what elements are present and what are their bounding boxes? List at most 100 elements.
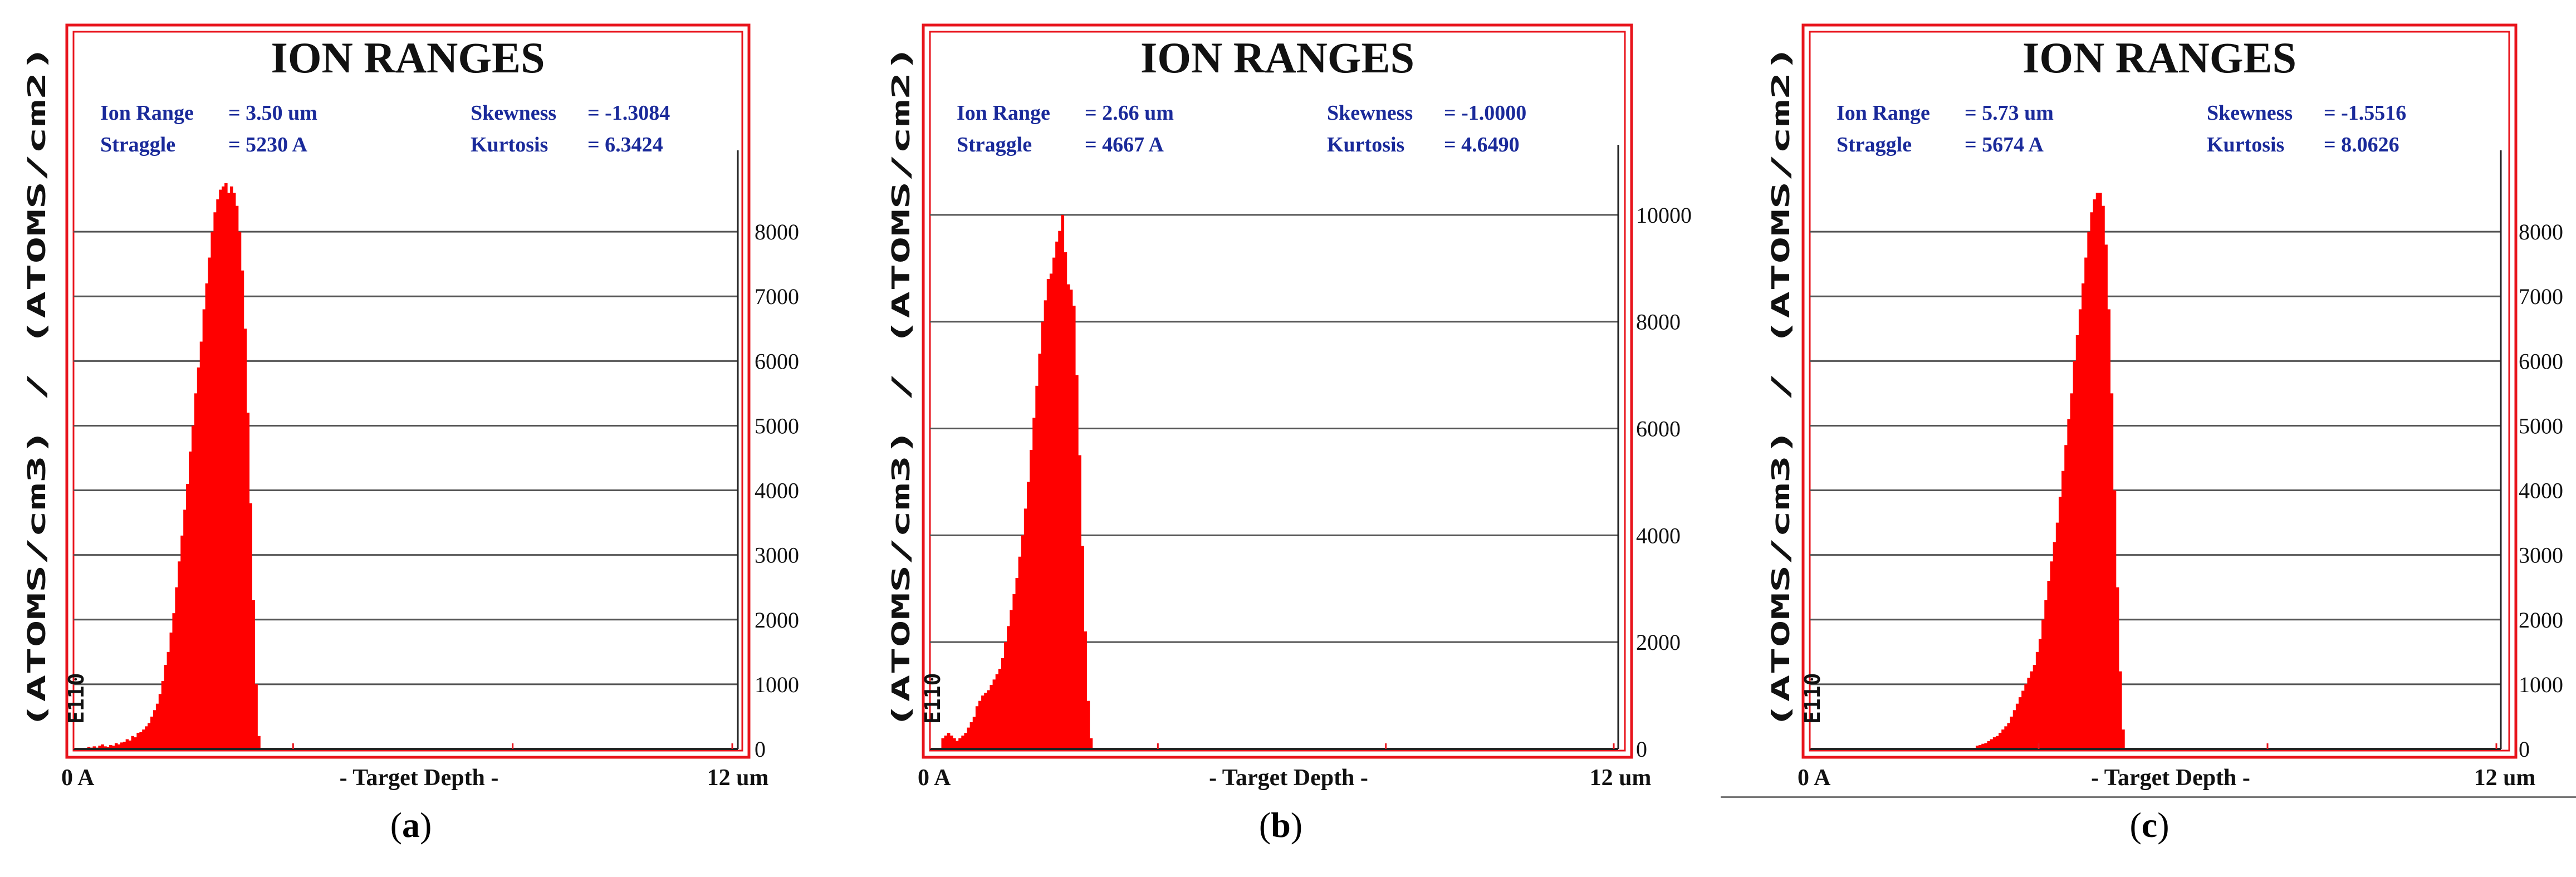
histogram-bar	[958, 738, 962, 749]
x-axis-start-label: 0 A	[61, 765, 95, 791]
histogram-bar	[1035, 385, 1039, 749]
histogram-bar	[224, 183, 228, 749]
kurtosis-value: = 4.6490	[1444, 133, 1520, 156]
y-tick-label: 0	[2519, 737, 2530, 762]
histogram-bar	[1041, 321, 1045, 749]
histogram-bar	[2121, 729, 2125, 749]
straggle-value: = 4667 A	[1085, 133, 1164, 156]
histogram-bar	[1075, 375, 1079, 749]
histogram-bar	[1069, 290, 1073, 749]
histogram-bar	[1001, 658, 1005, 749]
histogram-bar	[2118, 671, 2122, 749]
histogram-bar	[104, 746, 107, 749]
histogram-bar	[1055, 241, 1059, 749]
chart-panel-b: ION RANGES Ion Range = 2.66 um Straggle = 46…	[918, 22, 1692, 791]
histogram-bar	[967, 727, 971, 749]
y-tick-label: 6000	[1636, 417, 1681, 442]
histogram-bar	[1007, 626, 1010, 749]
panel-frame-outer	[1801, 23, 2518, 759]
caption-c: (c)	[2129, 805, 2169, 845]
histogram-bar	[254, 684, 258, 749]
histogram-bar	[987, 690, 991, 749]
histogram-bar	[131, 736, 135, 749]
histogram-bar	[2015, 703, 2019, 749]
histogram-bar	[241, 270, 244, 749]
histogram-bar	[172, 613, 175, 749]
histogram-bar	[2095, 193, 2099, 749]
x-axis-title: - Target Depth -	[1209, 765, 1368, 791]
x-axis-start-label: 0 A	[918, 765, 951, 791]
x-axis-end-label: 12 um	[1590, 765, 1652, 791]
y-tick-label: 4000	[2519, 478, 2563, 503]
histogram-bar	[145, 726, 148, 749]
straggle-value: = 5230 A	[228, 133, 308, 156]
histogram-bar	[150, 716, 154, 749]
histogram-bar	[1089, 738, 1093, 749]
histogram-bar	[1021, 535, 1025, 749]
straggle-label: Straggle	[100, 133, 175, 156]
histogram-bar	[125, 739, 129, 749]
histogram-bar	[186, 483, 189, 749]
chart-title: ION RANGES	[1140, 33, 1414, 82]
caption-a: (a)	[390, 805, 432, 845]
histogram-bar	[136, 732, 140, 749]
histogram-bar	[153, 710, 156, 749]
histogram-bar	[2050, 561, 2054, 749]
histogram-bar	[229, 186, 233, 749]
straggle-value: = 5674 A	[1965, 133, 2044, 156]
y-tick-label: 2000	[1636, 630, 1681, 655]
histogram-bar	[101, 744, 104, 749]
histogram-bar	[978, 700, 982, 749]
x-axis-start-label: 0 A	[1798, 765, 1831, 791]
histogram-bar	[2098, 193, 2102, 749]
histogram-bar	[961, 736, 964, 749]
y-tick-label: 0	[1636, 737, 1647, 762]
histogram-bar	[208, 257, 212, 749]
histogram-bar	[984, 693, 987, 749]
bottom-rule	[1721, 796, 2576, 798]
histogram-bar	[2027, 678, 2031, 749]
histogram-bar	[2070, 393, 2074, 749]
histogram-bar	[235, 205, 239, 749]
straggle-label: Straggle	[1836, 133, 1912, 156]
histogram-bar	[1026, 482, 1030, 749]
histogram-bar	[2019, 697, 2022, 749]
histogram-bar	[1995, 736, 1999, 749]
y-axis-title: (ATOMS/cm3) / (ATOMS/cm2)	[23, 45, 51, 729]
y-axis-title-svg: (ATOMS/cm3) / (ATOMS/cm2)	[23, 45, 51, 729]
histogram-bar	[2093, 199, 2097, 749]
y-tick-label: 4000	[1636, 523, 1681, 548]
y-tick-label: 3000	[755, 543, 799, 568]
histogram-bar	[1072, 305, 1076, 749]
panel-frame-outer	[922, 23, 1633, 759]
y-multiplier-label: E110	[920, 673, 945, 724]
histogram-bar	[2090, 212, 2094, 749]
kurtosis-label: Kurtosis	[471, 133, 548, 156]
histogram-bar	[956, 741, 959, 749]
histogram-bar	[2061, 471, 2065, 749]
y-tick-label: 2000	[755, 607, 799, 633]
chart-panel-a: ION RANGES Ion Range = 3.50 um Straggle = 52…	[61, 22, 799, 791]
histogram-bar	[975, 706, 979, 749]
histogram-bar	[232, 193, 236, 749]
chart-title: ION RANGES	[271, 33, 545, 82]
histogram-bar	[2082, 283, 2085, 749]
kurtosis-label: Kurtosis	[1327, 133, 1404, 156]
histogram-bar	[998, 669, 1002, 749]
histogram-bar	[964, 733, 968, 749]
x-axis-end-label: 12 um	[2474, 765, 2536, 791]
histogram-bar	[2104, 244, 2108, 749]
x-axis-title: - Target Depth -	[340, 765, 499, 791]
straggle-label: Straggle	[957, 133, 1032, 156]
histogram-bar	[1010, 610, 1013, 749]
histogram-bar	[197, 367, 200, 749]
histogram-bar	[1012, 594, 1016, 749]
kurtosis-value: = 8.0626	[2324, 133, 2399, 156]
histogram-bar	[1052, 257, 1056, 749]
histogram-bar	[2030, 671, 2034, 749]
histogram-bar	[2058, 497, 2062, 749]
histogram-bar	[2075, 335, 2079, 749]
y-tick-label: 8000	[755, 219, 799, 244]
y-axis-title-svg: (ATOMS/cm3) / (ATOMS/cm2)	[887, 45, 915, 729]
histogram-bar	[2067, 419, 2071, 749]
